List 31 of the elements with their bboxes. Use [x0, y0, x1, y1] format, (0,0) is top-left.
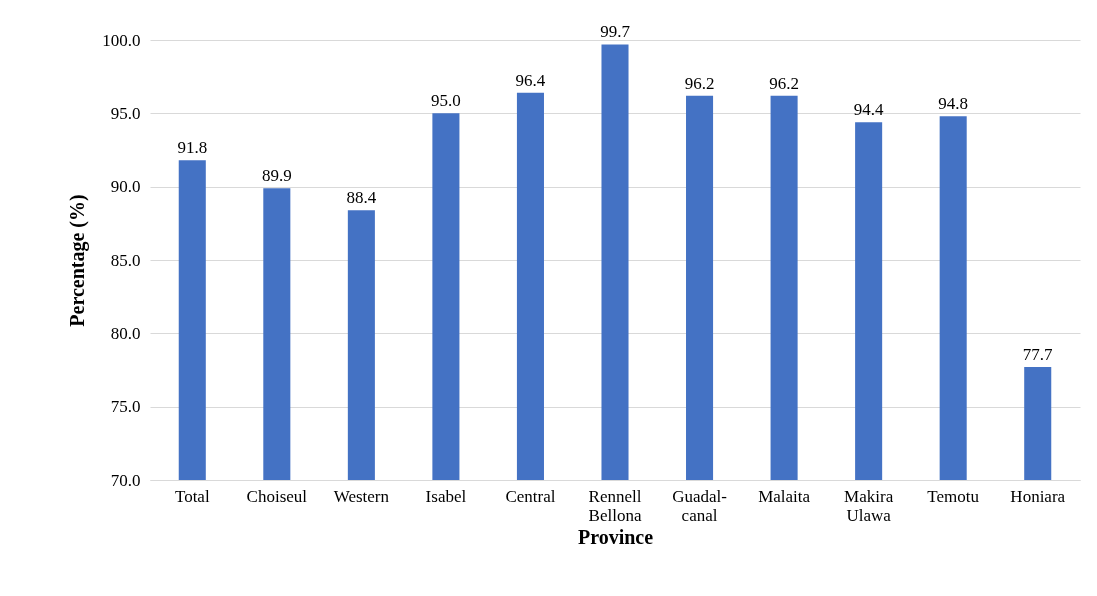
x-tick-label: Honiara	[1010, 486, 1066, 506]
data-label: 91.8	[177, 138, 208, 158]
data-label: 94.4	[853, 100, 885, 120]
x-tick-label: Malaita	[758, 486, 811, 506]
data-label: 88.4	[346, 188, 377, 208]
data-label: 95.0	[431, 91, 461, 111]
data-label: 96.2	[684, 73, 715, 93]
x-tick-label: Central	[505, 486, 556, 506]
x-tick-label: Makira Ulawa	[844, 486, 894, 525]
x-tick-label: Guadal- canal	[672, 486, 728, 525]
data-label: 99.7	[600, 22, 631, 42]
data-label: 77.7	[1022, 345, 1054, 365]
x-tick-label: Total	[174, 486, 210, 506]
x-axis-title: Province	[577, 525, 654, 548]
x-tick-label: Western	[333, 486, 390, 506]
x-tick-label: Rennell Bellona	[588, 486, 642, 525]
x-tick-label: Choiseul	[246, 486, 308, 506]
y-axis-title: Percentage (%)	[66, 194, 90, 327]
data-label: 96.2	[769, 73, 799, 93]
x-tick-label: Temotu	[927, 486, 980, 506]
y-tick-label: 95.0	[110, 103, 141, 123]
data-label: 96.4	[515, 70, 546, 90]
data-label: 94.8	[938, 94, 969, 114]
data-label: 89.9	[261, 166, 292, 186]
y-tick-label: 70.0	[110, 470, 141, 490]
y-tick-label: 90.0	[110, 177, 141, 197]
y-tick-label: 100.0	[102, 30, 141, 50]
y-tick-label: 80.0	[110, 323, 141, 343]
y-tick-label: 85.0	[110, 250, 141, 270]
x-tick-label: Isabel	[425, 486, 467, 506]
y-tick-label: 75.0	[110, 397, 141, 417]
